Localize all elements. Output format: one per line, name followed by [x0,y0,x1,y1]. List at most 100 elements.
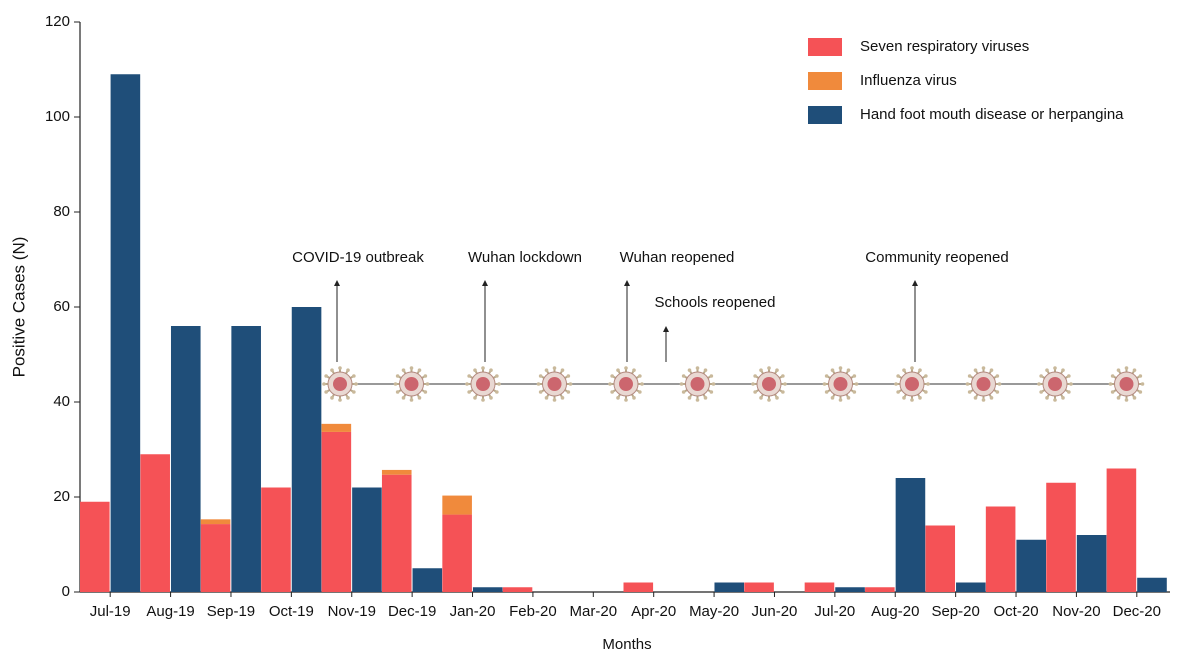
virus-knob [711,382,716,386]
virus-knob [473,396,477,400]
x-tick-label: Nov-20 [1052,603,1100,620]
virus-knob [759,368,763,372]
virus-knob [409,398,414,402]
virus-knob [751,382,755,386]
bar [140,454,170,592]
virus-knob [767,398,771,402]
virus-knob [610,374,614,378]
virus-knob [566,390,571,394]
virus-knob [854,382,859,386]
virus-knob [997,382,1002,386]
virus-core [976,377,991,391]
x-tick-label: Dec-20 [1113,603,1161,620]
bar [170,326,201,592]
virus-knob [417,368,422,372]
virus-knob [1116,368,1121,372]
virus-knob [1138,390,1143,394]
y-axis-label: Positive Cases (N) [9,237,28,378]
virus-knob [1132,396,1137,400]
x-tick-label: Oct-20 [994,603,1039,620]
virus-core [333,377,347,391]
bar [744,582,774,592]
x-tick-label: Oct-19 [269,603,314,620]
virus-knob [910,398,914,402]
virus-knob [918,396,922,400]
annotation: Wuhan reopened [620,249,735,266]
virus-knob [1067,374,1071,378]
virus-icon [465,366,501,402]
virus-knob [709,374,714,378]
virus-knob [638,374,642,378]
virus-knob [1039,390,1043,394]
virus-icon [608,366,644,402]
virus-knob [330,368,334,372]
virus-knob [687,396,692,400]
virus-knob [552,366,557,370]
virus-knob [632,396,636,400]
virus-core [404,377,419,391]
virus-knob [687,368,692,372]
y-tick-label: 100 [45,108,70,125]
virus-knob [354,382,358,386]
virus-knob [638,390,642,394]
virus-knob [896,390,900,394]
bar [925,525,956,592]
virus-knob [624,366,628,370]
virus-knob [981,366,986,370]
virus-icon [393,366,430,402]
virus-knob [695,398,700,402]
virus-knob [538,374,543,378]
virus-knob [896,374,900,378]
legend-swatch [808,38,842,56]
virus-icon [536,366,573,402]
virus-knob [902,368,906,372]
y-tick-label: 0 [62,583,70,600]
virus-knob [409,366,414,370]
virus-knob [973,368,978,372]
virus-icon [679,366,716,402]
virus-knob [1110,390,1115,394]
virus-knob [346,396,350,400]
arrow-head [624,280,630,286]
virus-knob [423,390,428,394]
virus-core [1119,377,1134,391]
virus-knob [624,398,628,402]
virus-knob [1140,382,1145,386]
virus-icon [1037,366,1073,402]
bar [865,587,895,592]
virus-knob [338,398,342,402]
x-tick-label: Jun-20 [752,603,798,620]
virus-knob [830,368,835,372]
virus-knob [1053,398,1057,402]
virus-knob [924,374,928,378]
virus-knob [759,396,763,400]
virus-knob [926,382,930,386]
bar [1016,539,1047,592]
virus-knob [352,374,356,378]
bar [381,474,412,592]
virus-knob [924,390,928,394]
virus-knob [967,390,972,394]
virus-knob [481,366,485,370]
arrow-head [334,280,340,286]
virus-knob [1045,396,1049,400]
bar [1137,577,1167,592]
x-axis-label: Months [602,636,651,651]
x-tick-label: Mar-20 [570,603,618,620]
annotation: COVID-19 outbreak [292,249,424,266]
virus-knob [703,368,708,372]
legend-swatch [808,106,842,124]
virus-knob [324,374,328,378]
virus-knob [495,390,499,394]
virus-knob [852,374,857,378]
x-tick-label: Nov-19 [328,603,376,620]
bar [412,568,443,592]
virus-knob [346,368,350,372]
x-tick-label: Jan-20 [450,603,496,620]
virus-knob [489,396,493,400]
bar [381,469,412,475]
virus-knob [824,374,829,378]
virus-knob [781,374,785,378]
virus-knob [1037,382,1041,386]
bar [231,326,261,592]
